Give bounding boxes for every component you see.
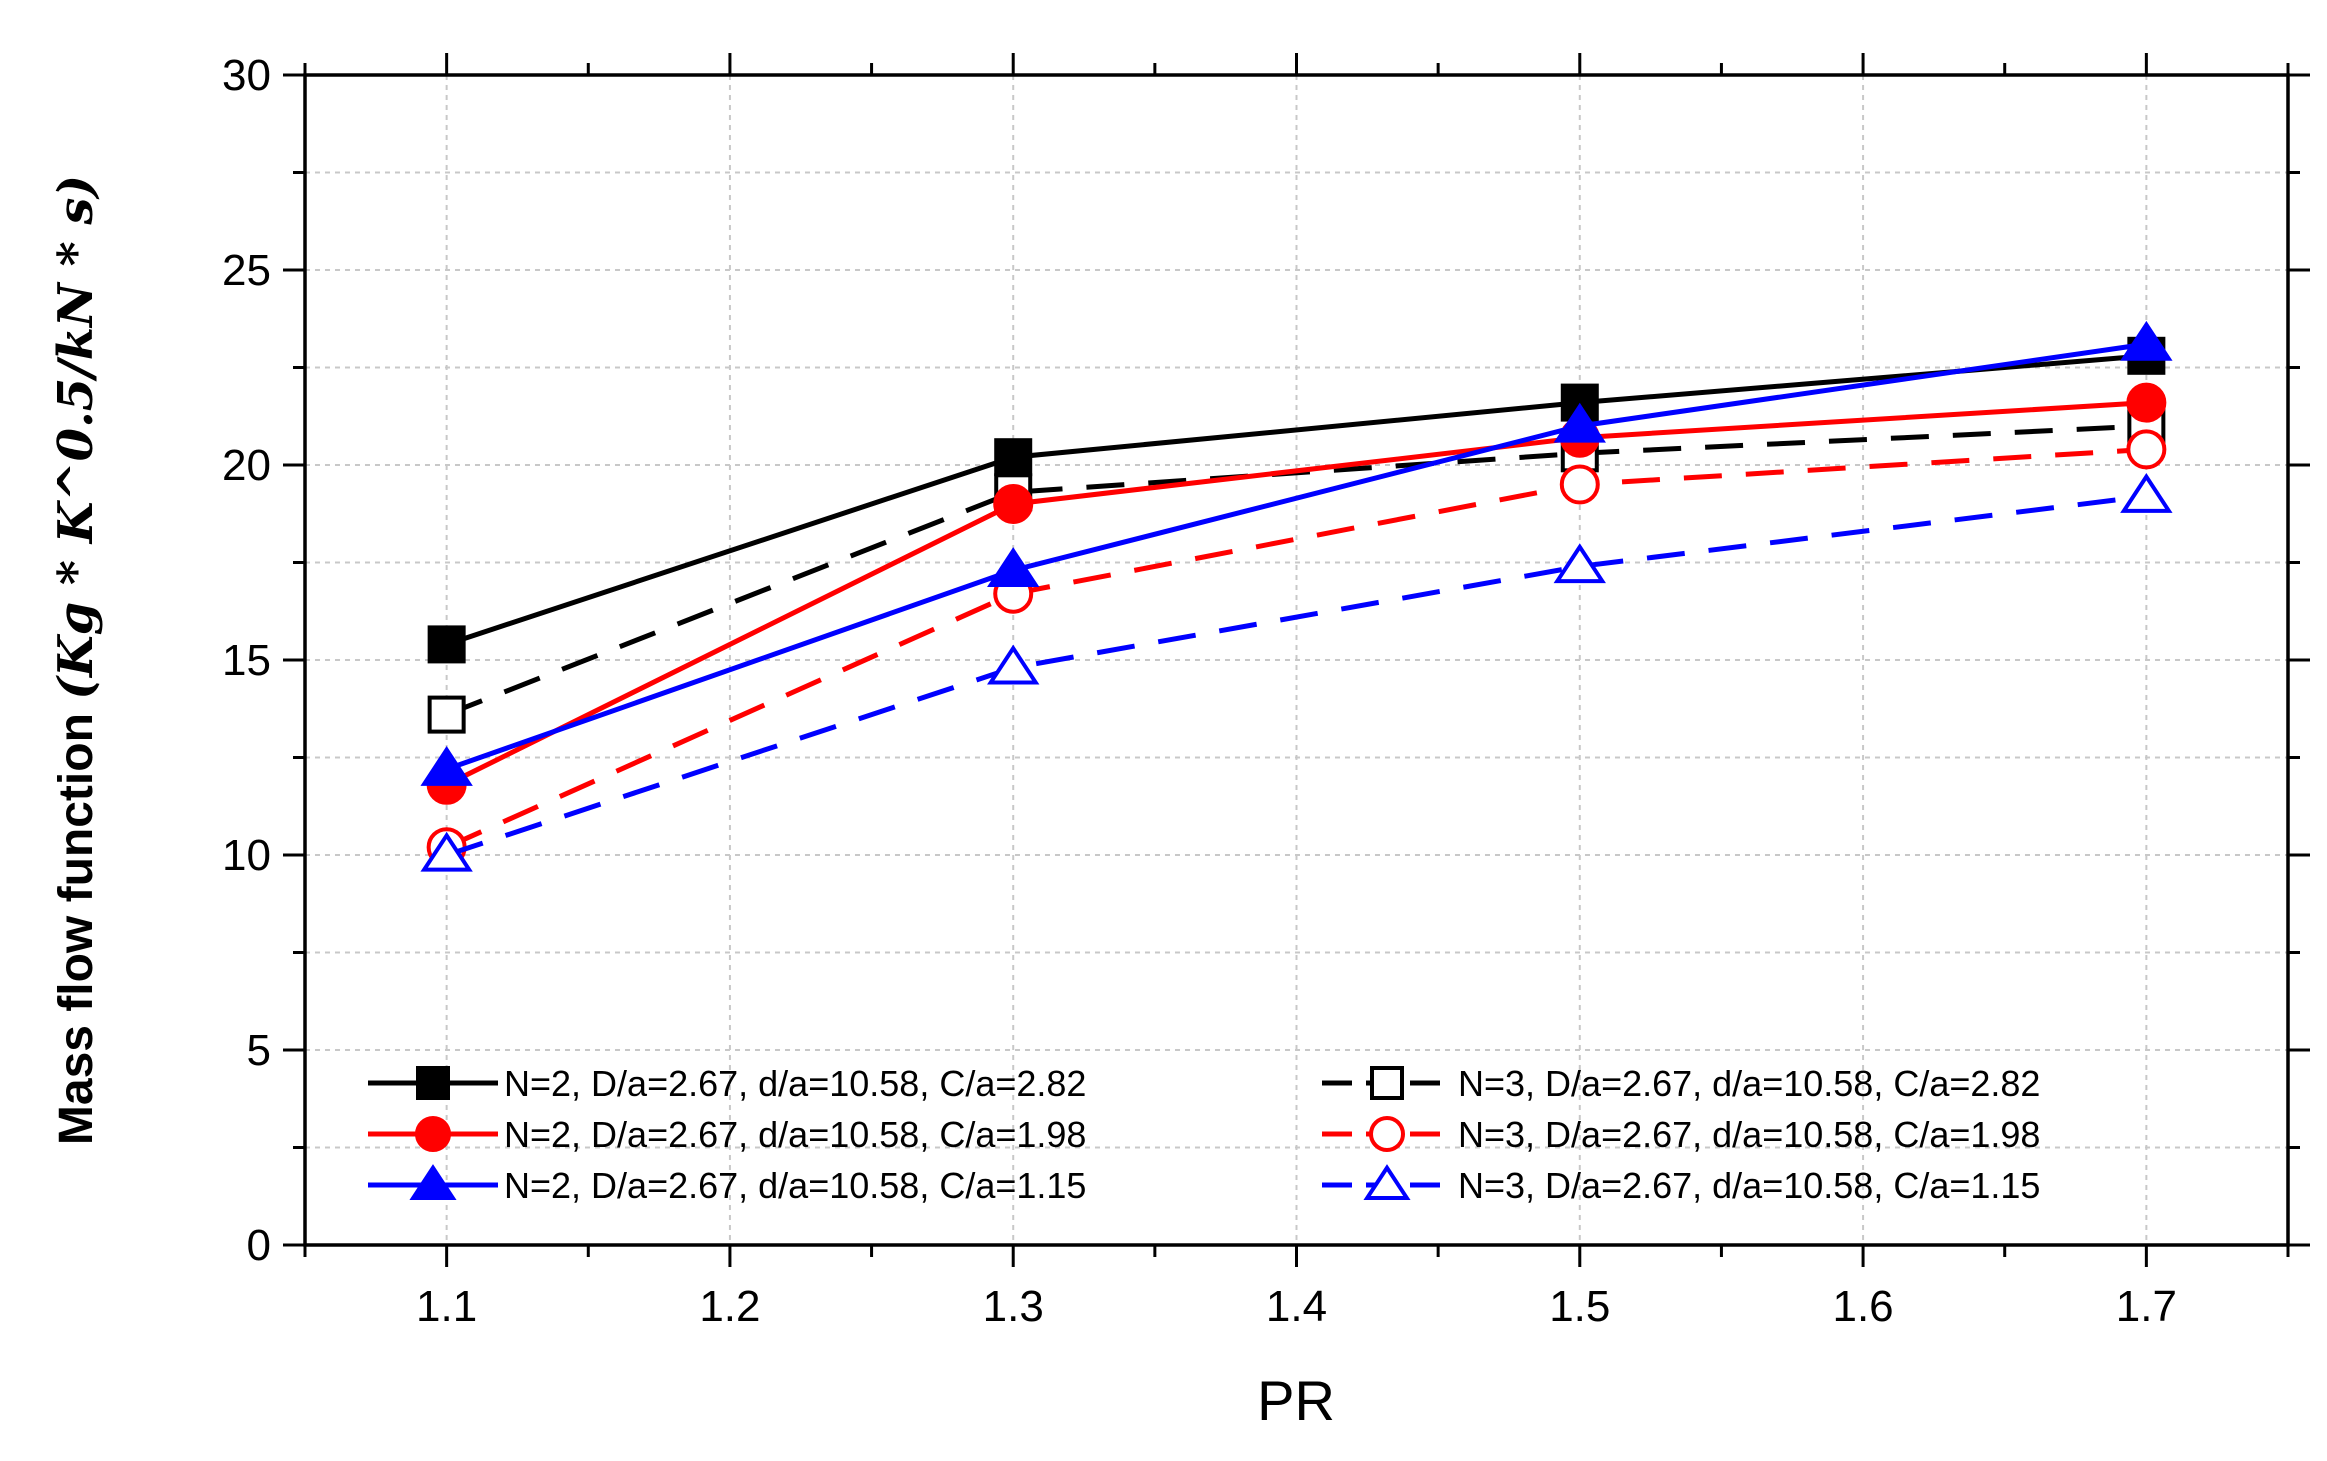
data-point-square xyxy=(1370,1066,1404,1100)
legend-label: N=2, D/a=2.67, d/a=10.58, C/a=2.82 xyxy=(504,1063,1086,1104)
y-tick-label: 10 xyxy=(222,831,271,880)
y-tick-label: 15 xyxy=(222,636,271,685)
y-tick-label: 30 xyxy=(222,51,271,100)
data-point-triangle xyxy=(987,547,1040,587)
y-tick-label: 5 xyxy=(247,1026,271,1075)
legend-item-1: N=2, D/a=2.67, d/a=10.58, C/a=2.82 xyxy=(368,1063,1086,1104)
legend-item-4: N=3, D/a=2.67, d/a=10.58, C/a=2.82 xyxy=(1322,1063,2040,1104)
data-point-triangle xyxy=(409,1164,457,1200)
axis-ticks: 0 5 10 15 20 25 30 1.1 1.2 1.3 1.4 1.5 1.6 1.7 xyxy=(222,51,2310,1331)
data-point-circle xyxy=(1559,464,1600,505)
legend-label: N=2, D/a=2.67, d/a=10.58, C/a=1.15 xyxy=(504,1165,1086,1206)
x-axis-title: PR xyxy=(1257,1369,1335,1432)
y-axis-title: Mass flow function (Kg * K^0.5/kN * s) xyxy=(48,175,104,1145)
data-point-triangle xyxy=(2120,473,2173,513)
y-tick-label: 0 xyxy=(247,1221,271,1270)
y-tick-label: 20 xyxy=(222,441,271,490)
series-6 xyxy=(420,473,2173,872)
series-line xyxy=(445,353,2147,647)
legend-label: N=3, D/a=2.67, d/a=10.58, C/a=2.82 xyxy=(1458,1063,2040,1104)
y-axis-title-math: (Kg * K^0.5/kN * s) xyxy=(48,175,104,700)
x-tick-label: 1.2 xyxy=(699,1282,760,1331)
y-tick-label: 25 xyxy=(222,246,271,295)
y-axis-title-text: Mass flow function xyxy=(50,700,103,1145)
series-line xyxy=(445,493,2147,858)
data-point-circle xyxy=(993,484,1034,524)
data-point-triangle xyxy=(420,746,473,786)
legend-item-2: N=2, D/a=2.67, d/a=10.58, C/a=1.98 xyxy=(368,1114,1086,1155)
data-point-square xyxy=(994,438,1033,477)
series-line xyxy=(445,446,2147,850)
data-point-triangle xyxy=(2120,320,2173,361)
data-point-square xyxy=(427,625,466,664)
data-point-triangle xyxy=(1363,1164,1411,1200)
data-point-square xyxy=(416,1066,450,1100)
data-point-triangle xyxy=(987,644,1040,685)
data-point-circle xyxy=(2126,382,2167,423)
series-layer xyxy=(420,320,2173,872)
x-tick-label: 1.7 xyxy=(2116,1282,2177,1331)
legend-item-6: N=3, D/a=2.67, d/a=10.58, C/a=1.15 xyxy=(1322,1164,2040,1206)
x-tick-label: 1.1 xyxy=(416,1282,477,1331)
data-point-triangle xyxy=(1553,402,1606,443)
data-point-circle xyxy=(415,1116,451,1152)
series-line xyxy=(445,341,2147,772)
legend-label: N=3, D/a=2.67, d/a=10.58, C/a=1.98 xyxy=(1458,1114,2040,1155)
legend-item-3: N=2, D/a=2.67, d/a=10.58, C/a=1.15 xyxy=(368,1164,1086,1206)
x-tick-label: 1.6 xyxy=(1832,1282,1893,1331)
x-tick-label: 1.3 xyxy=(983,1282,1044,1331)
data-point-circle xyxy=(2126,429,2167,470)
series-line xyxy=(445,400,2147,788)
legend-item-5: N=3, D/a=2.67, d/a=10.58, C/a=1.98 xyxy=(1322,1114,2040,1155)
data-point-triangle xyxy=(1553,543,1606,584)
x-tick-label: 1.5 xyxy=(1549,1282,1610,1331)
data-point-triangle xyxy=(420,831,473,872)
series-3 xyxy=(420,320,2173,786)
data-point-circle xyxy=(1369,1116,1405,1152)
legend-label: N=2, D/a=2.67, d/a=10.58, C/a=1.98 xyxy=(504,1114,1086,1155)
legend-label: N=3, D/a=2.67, d/a=10.58, C/a=1.15 xyxy=(1458,1165,2040,1206)
x-tick-label: 1.4 xyxy=(1266,1282,1327,1331)
data-point-square xyxy=(427,695,466,734)
legend: N=2, D/a=2.67, d/a=10.58, C/a=2.82 N=2, D… xyxy=(368,1063,2040,1206)
